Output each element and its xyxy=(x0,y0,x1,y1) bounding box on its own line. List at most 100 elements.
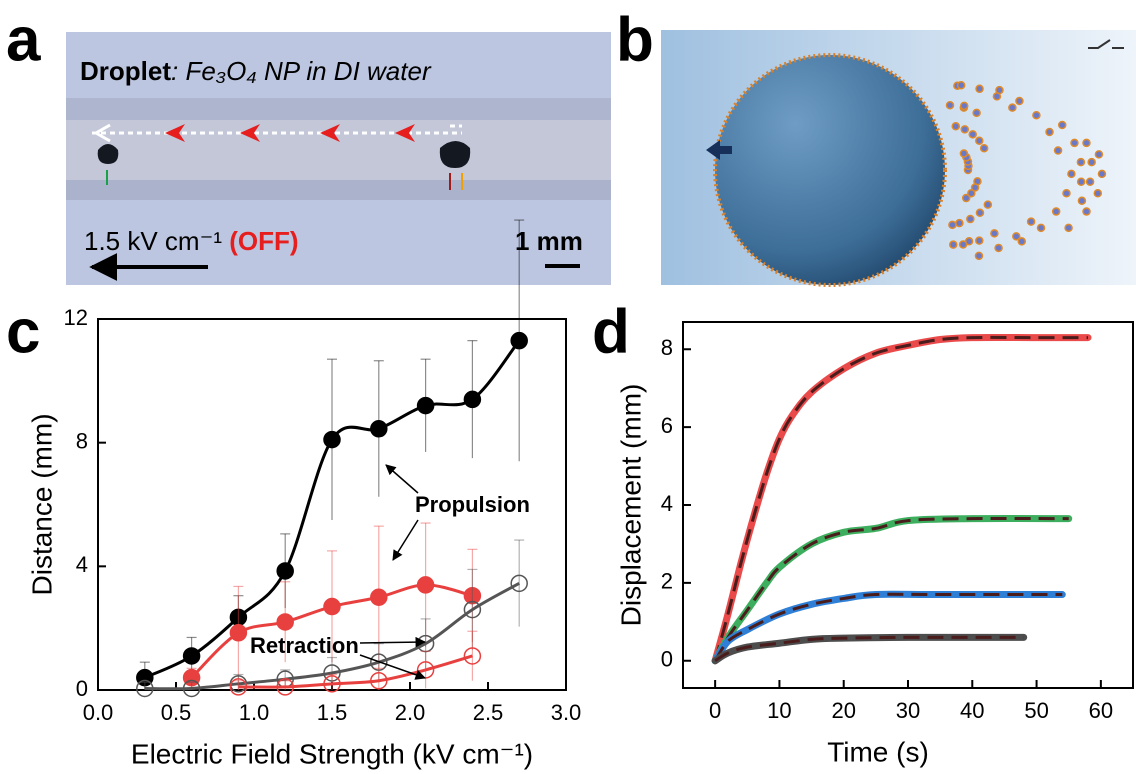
panel-label: c xyxy=(6,297,40,366)
fit-curve xyxy=(238,654,473,689)
point xyxy=(229,678,248,696)
particle xyxy=(979,143,989,153)
point xyxy=(276,613,294,631)
annotation-arrow xyxy=(359,636,427,648)
y-axis-label: Distance (mm) xyxy=(26,413,57,595)
particle xyxy=(1026,217,1036,226)
particle xyxy=(1008,103,1017,112)
x-tick-label: 40 xyxy=(960,698,984,723)
x-tick-label: 3.0 xyxy=(551,700,582,725)
x-tick-label: 10 xyxy=(767,698,791,723)
particle xyxy=(959,149,969,158)
particle xyxy=(955,218,964,228)
x-tick-label: 2.5 xyxy=(473,700,504,725)
particle xyxy=(1082,138,1091,148)
particle xyxy=(972,108,981,118)
particle xyxy=(1015,96,1024,106)
x-tick-label: 30 xyxy=(896,698,920,723)
particle xyxy=(1032,110,1041,120)
point xyxy=(370,588,388,606)
y-tick-label: 12 xyxy=(64,305,88,330)
particle xyxy=(1076,177,1086,186)
particle xyxy=(974,251,984,261)
particle xyxy=(970,183,980,192)
particle xyxy=(1062,189,1071,198)
point xyxy=(182,647,201,665)
y-tick-label: 0 xyxy=(661,647,673,672)
point xyxy=(370,653,388,671)
x-tick-label: 20 xyxy=(831,698,855,723)
point xyxy=(370,671,388,690)
particle xyxy=(968,130,977,139)
particle xyxy=(1067,169,1076,179)
x-tick-label: 1.5 xyxy=(317,700,348,725)
panel-b-illustration xyxy=(661,30,1136,287)
field-text: 1.5 kV cm⁻¹ xyxy=(84,226,222,256)
point xyxy=(182,679,201,698)
data-line xyxy=(711,590,1066,665)
particle xyxy=(1012,232,1021,241)
point xyxy=(510,574,528,593)
point xyxy=(463,586,482,605)
panel-label: d xyxy=(592,297,630,366)
x-tick-label: 0.5 xyxy=(161,700,192,725)
y-axis-label: Displacement (mm) xyxy=(615,384,646,627)
particle xyxy=(1070,138,1079,148)
point xyxy=(323,430,341,449)
fit-line xyxy=(713,592,1063,662)
annotation: Propulsion xyxy=(415,492,530,517)
x-tick-label: 0.0 xyxy=(83,700,114,725)
x-tick-label: 0 xyxy=(709,698,721,723)
point xyxy=(229,624,248,642)
panel-label: b xyxy=(616,5,654,74)
particle xyxy=(958,240,968,249)
particle xyxy=(966,214,975,224)
panel-a-field: 1.5 kV cm⁻¹ (OFF) xyxy=(84,226,299,256)
particle xyxy=(975,136,984,145)
x-tick-label: 50 xyxy=(1024,698,1048,723)
y-tick-label: 2 xyxy=(661,569,673,594)
point xyxy=(416,396,435,415)
particle xyxy=(975,236,984,245)
y-tick-label: 4 xyxy=(661,491,673,516)
scale-label: 1 mm xyxy=(515,226,583,256)
point xyxy=(370,420,388,438)
panel-label: a xyxy=(6,5,41,74)
point xyxy=(323,597,341,616)
particle xyxy=(1097,169,1107,179)
x-axis-label: Electric Field Strength (kV cm⁻¹) xyxy=(131,738,533,769)
particle xyxy=(975,84,984,94)
point xyxy=(276,562,294,580)
particle xyxy=(992,92,1002,101)
particle xyxy=(1057,120,1067,130)
fit-line xyxy=(714,635,1024,663)
particle xyxy=(1064,223,1073,233)
annotation-arrow xyxy=(392,519,419,561)
y-tick-label: 6 xyxy=(661,413,673,438)
particle xyxy=(975,208,985,218)
x-tick-label: 1.0 xyxy=(239,700,270,725)
particle xyxy=(1045,127,1054,137)
particle xyxy=(1094,150,1104,159)
particle xyxy=(949,240,958,249)
particle xyxy=(1082,207,1091,216)
y-tick-label: 8 xyxy=(76,428,88,453)
annotation-arrow xyxy=(359,654,426,680)
point xyxy=(416,576,435,594)
y-tick-label: 4 xyxy=(76,552,88,577)
point xyxy=(510,331,528,350)
particle xyxy=(983,200,993,209)
x-tick-label: 60 xyxy=(1089,698,1113,723)
particle xyxy=(967,188,976,198)
point xyxy=(323,664,341,682)
particle xyxy=(945,100,955,110)
point xyxy=(136,679,154,698)
data-line xyxy=(711,333,1092,665)
particle xyxy=(948,220,957,230)
particle xyxy=(1077,196,1087,206)
particle xyxy=(1093,189,1103,198)
point xyxy=(463,647,482,665)
point xyxy=(276,678,294,696)
caption-rest: : Fe₃O₄ NP in DI water xyxy=(171,56,432,86)
